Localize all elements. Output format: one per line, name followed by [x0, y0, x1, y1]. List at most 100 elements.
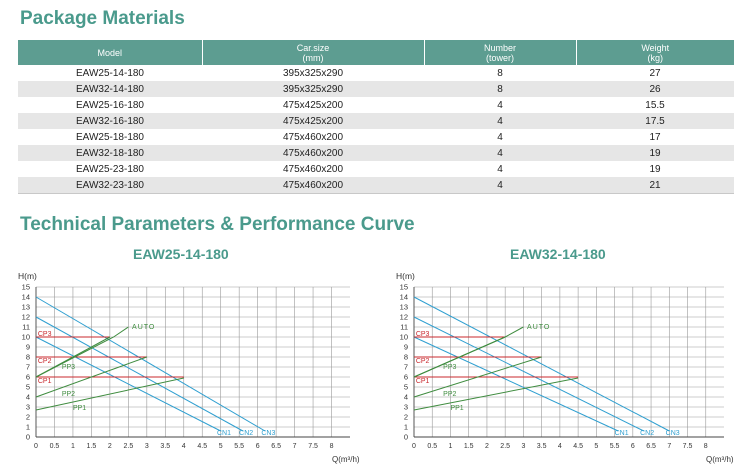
y-tick-label: 12 — [400, 313, 408, 322]
series-line-cn2 — [35, 316, 244, 432]
y-tick-label: 3 — [26, 403, 30, 412]
series-label-cp1: CP1 — [416, 378, 430, 385]
y-tick-label: 11 — [400, 323, 408, 332]
series-label-cn1: CN1 — [217, 430, 231, 437]
x-tick-label: 4 — [182, 443, 186, 450]
series-label-cp3: CP3 — [38, 331, 52, 338]
series-label-cp1: CP1 — [38, 378, 52, 385]
y-tick-label: 6 — [26, 373, 30, 382]
series-label-pp1: PP1 — [73, 405, 86, 412]
series-line-pp1 — [413, 377, 579, 411]
cell-weight: 15.5 — [576, 97, 734, 113]
x-tick-label: 0.5 — [50, 443, 60, 450]
y-tick-label: 2 — [26, 413, 30, 422]
y-tick-label: 10 — [22, 333, 30, 342]
series-label-cp3: CP3 — [416, 331, 430, 338]
x-tick-label: 1 — [71, 443, 75, 450]
series-line-cn1 — [35, 336, 221, 432]
cell-car-size: 475x425x200 — [202, 97, 424, 113]
series-label-cn2: CN2 — [640, 430, 654, 437]
y-tick-label: 0 — [404, 433, 408, 442]
series-label-pp1: PP1 — [450, 405, 463, 412]
cell-model: EAW25-16-180 — [18, 97, 202, 113]
header-number-unit: (tower) — [485, 52, 514, 63]
header-model: Model — [18, 40, 203, 65]
series-label-cn3: CN3 — [261, 430, 275, 437]
cell-number: 8 — [424, 65, 576, 81]
cell-number: 8 — [424, 81, 576, 97]
y-tick-label: 7 — [404, 363, 408, 372]
performance-chart-eaw25: 0 0.5 1 1.5 2 2.5 3 3.5 4 4.5 5 5.5 6 6.5 7 7.5 80123456… — [18, 271, 360, 464]
series-line-auto — [35, 326, 129, 378]
y-tick-label: 4 — [26, 393, 30, 402]
cell-weight: 17.5 — [576, 113, 734, 129]
table-row: EAW25-16-180 475x425x200 4 15.5 — [18, 97, 734, 113]
cell-number: 4 — [424, 145, 576, 161]
x-tick-label: 0 — [34, 443, 38, 450]
table-row: EAW32-14-180 395x325x290 8 26 — [18, 81, 734, 97]
cell-model: EAW32-16-180 — [18, 113, 202, 129]
x-tick-label: 6 — [631, 443, 635, 450]
auto-label: AUTO — [527, 324, 550, 331]
x-tick-label: 5.5 — [610, 443, 620, 450]
table-row: EAW25-23-180 475x460x200 4 19 — [18, 161, 734, 177]
cell-weight: 27 — [576, 65, 734, 81]
x-tick-label: 7.5 — [683, 443, 693, 450]
y-tick-label: 5 — [404, 383, 408, 392]
x-tick-label: 8 — [704, 443, 708, 450]
y-tick-label: 12 — [22, 313, 30, 322]
series-label-cn2: CN2 — [239, 430, 253, 437]
y-tick-label: 4 — [404, 393, 408, 402]
y-tick-label: 1 — [404, 423, 408, 432]
x-tick-label: 5 — [594, 443, 598, 450]
cell-weight: 19 — [576, 145, 734, 161]
y-tick-label: 6 — [404, 373, 408, 382]
y-tick-label: 2 — [404, 413, 408, 422]
series-line-cn3 — [413, 296, 670, 432]
table-row: EAW32-16-180 475x425x200 4 17.5 — [18, 113, 734, 129]
series-label-cn1: CN1 — [615, 430, 629, 437]
y-tick-label: 8 — [404, 353, 408, 362]
x-tick-label: 5.5 — [234, 443, 244, 450]
cell-model: EAW25-14-180 — [18, 65, 202, 81]
cell-weight: 26 — [576, 81, 734, 97]
y-tick-label: 15 — [22, 283, 30, 292]
cell-number: 4 — [424, 129, 576, 145]
cell-car-size: 395x325x290 — [202, 65, 424, 81]
series-line-cn1 — [413, 336, 619, 432]
y-tick-label: 5 — [26, 383, 30, 392]
package-materials-title: Package Materials — [20, 8, 185, 29]
x-tick-label: 7.5 — [308, 443, 318, 450]
cell-car-size: 475x425x200 — [202, 113, 424, 129]
series-line-pp2 — [413, 356, 542, 398]
y-tick-label: 14 — [22, 293, 30, 302]
x-tick-label: 7 — [667, 443, 671, 450]
y-tick-label: 13 — [400, 303, 408, 312]
series-label-cp2: CP2 — [416, 358, 430, 365]
x-axis-label: Q(m³/h) — [332, 455, 360, 464]
cell-weight: 21 — [576, 177, 734, 194]
series-label-pp2: PP2 — [443, 391, 456, 398]
x-tick-label: 4.5 — [573, 443, 583, 450]
performance-chart-eaw32: 0 0.5 1 1.5 2 2.5 3 3.5 4 4.5 5 5.5 6 6.5 7 7.5 80123456… — [396, 271, 734, 464]
x-tick-label: 3.5 — [160, 443, 170, 450]
cell-model: EAW25-23-180 — [18, 161, 202, 177]
x-tick-label: 2 — [108, 443, 112, 450]
series-label-pp3: PP3 — [62, 364, 75, 371]
x-tick-label: 6.5 — [271, 443, 281, 450]
header-weight: Weight (kg) — [576, 40, 734, 65]
cell-car-size: 475x460x200 — [202, 177, 424, 194]
header-car-size-text: Car.size — [296, 42, 330, 53]
cell-car-size: 475x460x200 — [202, 145, 424, 161]
cell-car-size: 475x460x200 — [202, 129, 424, 145]
cell-number: 4 — [424, 97, 576, 113]
series-line-pp1 — [35, 377, 184, 411]
series-label-pp3: PP3 — [443, 364, 456, 371]
x-tick-label: 2 — [485, 443, 489, 450]
x-tick-label: 4.5 — [197, 443, 207, 450]
x-tick-label: 0.5 — [427, 443, 437, 450]
series-label-pp2: PP2 — [62, 391, 75, 398]
cell-model: EAW32-14-180 — [18, 81, 202, 97]
series-line-cn3 — [35, 296, 266, 432]
x-tick-label: 1 — [449, 443, 453, 450]
